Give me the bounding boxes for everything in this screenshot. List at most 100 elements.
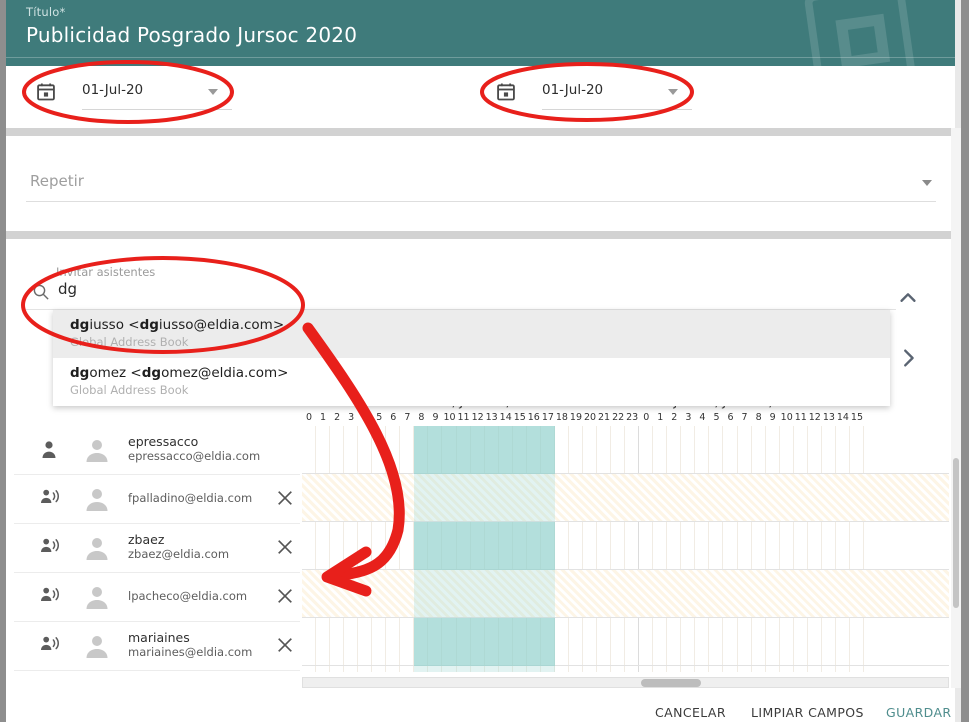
grid-hour-cell[interactable] xyxy=(583,426,598,672)
attendee-row[interactable]: fpalladino@eldia.com xyxy=(14,475,300,524)
end-date-value: 01-Jul-20 xyxy=(542,82,604,98)
suggestion-item-dgomez[interactable]: dgomez <dgomez@eldia.com> Global Address… xyxy=(53,358,890,406)
vertical-scrollbar-thumb[interactable] xyxy=(953,458,959,608)
start-date-input[interactable]: 01-Jul-20 xyxy=(82,80,232,110)
horizontal-scrollbar[interactable] xyxy=(302,677,949,688)
hour-tick: 4 xyxy=(362,412,369,423)
suggestion-item-dgiusso[interactable]: dgiusso <dgiusso@eldia.com> Global Addre… xyxy=(53,310,890,358)
grid-hour-cell[interactable] xyxy=(625,426,640,672)
grid-hour-cell[interactable] xyxy=(653,426,668,672)
suggestion-match: dg xyxy=(70,365,90,381)
suggestion-match: dg xyxy=(70,317,90,333)
attendee-availability-row[interactable] xyxy=(302,426,949,474)
grid-hour-cell[interactable] xyxy=(569,426,583,672)
grid-hour-cell[interactable] xyxy=(780,426,794,672)
cancel-button[interactable]: CANCELAR xyxy=(655,705,726,720)
hour-tick: 5 xyxy=(376,412,383,423)
grid-hour-cell[interactable] xyxy=(836,426,850,672)
grid-hour-cell[interactable] xyxy=(611,426,626,672)
suggestion-rest: iusso < xyxy=(89,317,140,333)
hour-tick: 13 xyxy=(485,412,498,423)
attendee-availability-row[interactable] xyxy=(302,570,949,618)
search-icon xyxy=(33,284,49,300)
attendee-suggestions-dropdown: dgiusso <dgiusso@eldia.com> Global Addre… xyxy=(53,310,890,406)
save-button[interactable]: GUARDAR xyxy=(886,705,952,720)
suggestion-source: Global Address Book xyxy=(70,383,189,397)
grid-hour-cell[interactable] xyxy=(709,426,724,672)
hour-tick: 5 xyxy=(713,412,720,423)
chevron-down-icon[interactable] xyxy=(208,89,218,95)
vertical-scrollbar[interactable] xyxy=(951,128,961,688)
end-date-input[interactable]: 01-Jul-20 xyxy=(542,80,692,110)
grid-hour-cell[interactable] xyxy=(738,426,752,672)
hour-ticks: 0 1 2 3 4 5 6 7 8 9 10 11 12 13 14 15 16 17 18 19 20 21 22 23 0 1… xyxy=(302,412,949,426)
suggestion-label: dgiusso <dgiusso@eldia.com> xyxy=(70,317,890,333)
hour-tick: 0 xyxy=(643,412,650,423)
hour-tick: 10 xyxy=(780,412,793,423)
attendee-availability-row[interactable] xyxy=(302,522,949,570)
grid-hour-cell[interactable] xyxy=(850,426,864,672)
section-divider-1 xyxy=(6,128,955,136)
attendee-name: mariaines xyxy=(128,630,190,645)
attendee-email: fpalladino@eldia.com xyxy=(128,491,253,505)
page-title[interactable]: Publicidad Posgrado Jursoc 2020 xyxy=(26,23,358,47)
hour-tick: 2 xyxy=(671,412,678,423)
avatar-icon xyxy=(84,486,110,512)
grid-hour-cell[interactable] xyxy=(794,426,808,672)
close-icon[interactable] xyxy=(276,489,294,507)
avatar-icon xyxy=(84,584,110,610)
grid-hour-cell[interactable] xyxy=(752,426,766,672)
dialog-footer: CANCELAR LIMPIAR CAMPOS GUARDAR xyxy=(6,699,955,722)
close-icon[interactable] xyxy=(276,538,294,556)
close-icon[interactable] xyxy=(276,587,294,605)
attendee-row[interactable]: epressacco epressacco@eldia.com xyxy=(14,426,300,475)
grid-hour-cell[interactable] xyxy=(766,426,780,672)
chevron-down-icon[interactable] xyxy=(668,89,678,95)
hour-tick: 9 xyxy=(769,412,776,423)
repeat-section: Repetir xyxy=(6,136,955,249)
window-left-edge xyxy=(0,0,6,722)
start-date-underline xyxy=(82,109,232,110)
hour-tick: 6 xyxy=(727,412,734,423)
attendee-text: fpalladino@eldia.com xyxy=(128,491,252,506)
grid-body[interactable] xyxy=(302,426,949,672)
grid-hour-cell[interactable] xyxy=(695,426,710,672)
attendee-row[interactable]: mariaines mariaines@eldia.com xyxy=(14,622,300,671)
window-right-edge xyxy=(961,0,969,722)
grid-hour-cell[interactable] xyxy=(724,426,738,672)
grid-hour-cell[interactable] xyxy=(400,426,415,672)
repeat-select[interactable]: Repetir xyxy=(26,168,936,202)
availability-grid[interactable]: Miércoles, Julio 01, 2020Jueves, Julio 0… xyxy=(302,394,949,674)
hour-tick: 11 xyxy=(794,412,807,423)
attendee-availability-row[interactable] xyxy=(302,618,949,666)
chevron-up-icon[interactable] xyxy=(897,287,919,309)
attendee-text: mariaines mariaines@eldia.com xyxy=(128,630,252,660)
hour-tick: 20 xyxy=(583,412,597,423)
clear-fields-button[interactable]: LIMPIAR CAMPOS xyxy=(751,705,864,720)
end-date-underline xyxy=(542,109,692,110)
grid-hour-cell[interactable] xyxy=(822,426,836,672)
attendee-text: lpacheco@eldia.com xyxy=(128,589,247,604)
attendee-row[interactable]: lpacheco@eldia.com xyxy=(14,573,300,622)
invite-attendees-input[interactable]: dg xyxy=(58,280,78,298)
hour-tick: 7 xyxy=(404,412,411,423)
grid-hour-cell[interactable] xyxy=(667,426,682,672)
chevron-right-icon[interactable] xyxy=(897,347,919,369)
hour-tick: 22 xyxy=(612,412,625,423)
grid-hour-cell[interactable] xyxy=(597,426,612,672)
grid-hour-cell[interactable] xyxy=(555,426,569,672)
grid-hour-cell[interactable] xyxy=(639,426,654,672)
grid-hour-cell[interactable] xyxy=(681,426,696,672)
section-divider-2 xyxy=(6,231,955,239)
horizontal-scrollbar-thumb[interactable] xyxy=(641,679,701,687)
person-required-icon xyxy=(39,585,63,609)
hour-tick: 15 xyxy=(513,412,526,423)
close-icon[interactable] xyxy=(276,636,294,654)
chevron-down-icon[interactable] xyxy=(922,180,932,186)
attendee-row[interactable]: zbaez zbaez@eldia.com xyxy=(14,524,300,573)
title-field-label: Título* xyxy=(26,5,66,19)
attendee-availability-row[interactable] xyxy=(302,474,949,522)
hour-tick: 8 xyxy=(418,412,425,423)
avatar-icon xyxy=(84,535,110,561)
grid-hour-cell[interactable] xyxy=(808,426,822,672)
